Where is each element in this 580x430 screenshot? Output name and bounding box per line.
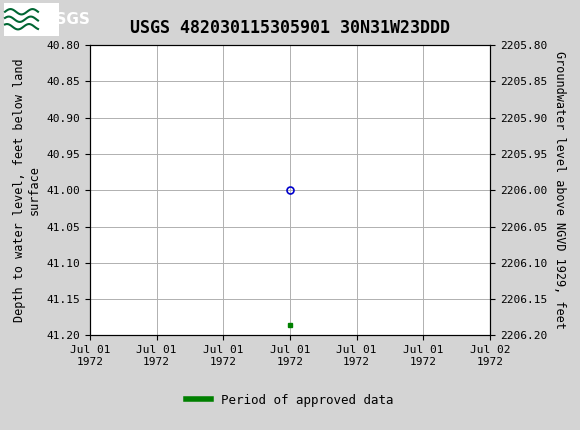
Y-axis label: Depth to water level, feet below land
surface: Depth to water level, feet below land su… [13,58,41,322]
Text: USGS: USGS [44,12,91,27]
Legend: Period of approved data: Period of approved data [181,389,399,412]
Text: USGS 482030115305901 30N31W23DDD: USGS 482030115305901 30N31W23DDD [130,19,450,37]
FancyBboxPatch shape [4,3,59,37]
Y-axis label: Groundwater level above NGVD 1929, feet: Groundwater level above NGVD 1929, feet [553,51,566,329]
